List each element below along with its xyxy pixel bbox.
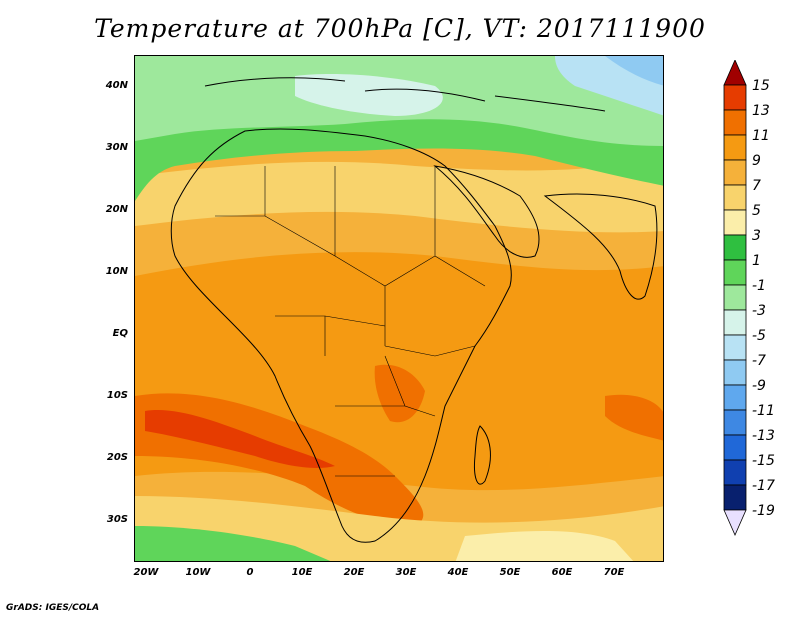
colorbar-label-m7: -7	[752, 353, 766, 369]
colorbar-label-m19: -19	[752, 503, 775, 519]
colorbar-label-9: 9	[752, 153, 761, 169]
field-band-13	[145, 410, 335, 468]
lat-label-30n: 30N	[105, 142, 128, 153]
india-outline	[543, 193, 658, 300]
colorbar-box	[723, 184, 747, 211]
africa-outline	[170, 128, 512, 543]
colorbar-label-15: 15	[752, 78, 770, 94]
colorbar-box	[723, 409, 747, 436]
lon-label-10e: 10E	[291, 567, 313, 578]
lat-label-20s: 20S	[106, 452, 128, 463]
colorbar-label-m5: -5	[752, 328, 766, 344]
lon-label-20e: 20E	[343, 567, 365, 578]
lon-label-10w: 10W	[185, 567, 211, 578]
colorbar-box	[723, 384, 747, 411]
colorbar-box	[723, 259, 747, 286]
colorbar-box	[723, 159, 747, 186]
lon-label-60e: 60E	[551, 567, 573, 578]
temperature-field	[135, 56, 663, 561]
colorbar-label-m11: -11	[752, 403, 775, 419]
colorbar-label-5: 5	[752, 203, 761, 219]
colorbar-box	[723, 309, 747, 336]
colorbar-label-m15: -15	[752, 453, 775, 469]
colorbar-box	[723, 459, 747, 486]
lon-label-30e: 30E	[395, 567, 417, 578]
lat-label-10s: 10S	[106, 390, 128, 401]
colorbar-label-m1: -1	[752, 278, 766, 294]
colorbar-boxes	[723, 60, 747, 536]
field-cold-med	[295, 74, 443, 116]
field-band-south-green	[135, 526, 331, 561]
grads-credit: GrADS: IGES/COLA	[6, 603, 100, 613]
colorbar-box	[723, 209, 747, 236]
colorbar-label-m9: -9	[752, 378, 766, 394]
colorbar-label-m3: -3	[752, 303, 766, 319]
map-title: Temperature at 700hPa [C], VT: 201711190…	[94, 14, 706, 43]
colorbar-label-m13: -13	[752, 428, 775, 444]
lat-label-40n: 40N	[105, 80, 128, 91]
lat-label-10n: 10N	[105, 266, 128, 277]
lon-label-50e: 50E	[499, 567, 521, 578]
colorbar-box	[723, 134, 747, 161]
colorbar-box	[723, 109, 747, 136]
field-band-south-pale	[455, 531, 634, 561]
colorbar-label-1: 1	[752, 253, 761, 269]
colorbar	[723, 60, 747, 536]
colorbar-label-13: 13	[752, 103, 770, 119]
lat-label-30s: 30S	[106, 514, 128, 525]
colorbar-label-3: 3	[752, 228, 761, 244]
colorbar-box	[723, 284, 747, 311]
lon-label-20w: 20W	[133, 567, 159, 578]
colorbar-box	[723, 334, 747, 361]
lat-label-20n: 20N	[105, 204, 128, 215]
temperature-map	[134, 55, 664, 562]
colorbar-arrow-top	[723, 60, 747, 86]
madagascar-outline	[474, 425, 491, 485]
lon-label-40e: 40E	[447, 567, 469, 578]
colorbar-label-m17: -17	[752, 478, 775, 494]
field-band-11-east	[605, 394, 663, 441]
colorbar-box	[723, 484, 747, 511]
colorbar-label-7: 7	[752, 178, 761, 194]
lon-label-70e: 70E	[603, 567, 625, 578]
colorbar-box	[723, 84, 747, 111]
colorbar-label-11: 11	[752, 128, 770, 144]
europe-coast	[204, 77, 606, 112]
colorbar-box	[723, 434, 747, 461]
colorbar-box	[723, 234, 747, 261]
colorbar-arrow-bottom	[723, 509, 747, 536]
country-borders	[215, 166, 486, 477]
arabia-outline	[433, 165, 540, 258]
coastlines	[170, 77, 658, 543]
colorbar-box	[723, 359, 747, 386]
field-cold-ne-2	[605, 56, 663, 86]
lon-label-0: 0	[246, 567, 254, 578]
lat-label-eq: EQ	[112, 328, 128, 339]
